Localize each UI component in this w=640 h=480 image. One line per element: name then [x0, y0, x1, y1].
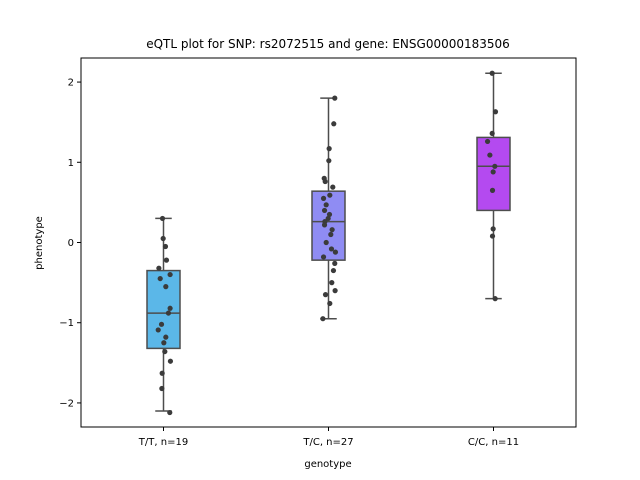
data-point: [167, 358, 174, 364]
plot-area: [146, 70, 511, 416]
data-point: [329, 280, 335, 286]
data-point: [326, 211, 333, 218]
y-tick-label: 1: [68, 158, 74, 169]
y-axis-label: phenotype: [34, 216, 45, 270]
data-point: [331, 121, 337, 127]
data-point: [322, 178, 328, 185]
data-point: [163, 334, 169, 340]
data-point: [325, 215, 331, 222]
y-tick-label: 2: [68, 78, 74, 89]
data-point: [484, 138, 491, 145]
iqr-box: [146, 269, 181, 350]
data-point: [332, 260, 338, 266]
data-point: [492, 109, 499, 115]
x-tick-label: T/C, n=27: [302, 437, 353, 448]
data-point: [165, 310, 172, 316]
strip-points: [155, 215, 174, 416]
data-point: [321, 222, 328, 228]
data-point: [323, 239, 329, 246]
box-group: [311, 97, 346, 320]
y-axis: −2 −1 0 1 2: [59, 78, 81, 409]
data-point: [162, 348, 168, 355]
data-point: [492, 163, 498, 169]
data-point: [167, 305, 173, 311]
data-point: [489, 187, 496, 193]
data-point: [492, 296, 498, 302]
data-point: [490, 226, 496, 232]
data-point: [487, 152, 493, 158]
strip-points: [320, 95, 339, 322]
data-point: [163, 284, 169, 290]
data-point: [322, 292, 329, 298]
data-point: [155, 327, 161, 333]
data-point: [320, 195, 327, 201]
chart-title: eQTL plot for SNP: rs2072515 and gene: E…: [146, 37, 510, 51]
data-point: [326, 158, 332, 164]
data-point: [159, 215, 166, 222]
data-point: [489, 70, 495, 76]
data-point: [159, 385, 165, 392]
data-point: [327, 300, 333, 307]
data-point: [320, 316, 326, 322]
data-point: [330, 184, 336, 190]
data-point: [326, 146, 332, 152]
x-tick-label: T/T, n=19: [138, 437, 188, 448]
data-point: [157, 275, 163, 282]
data-point: [156, 265, 162, 271]
x-axis: T/T, n=19 T/C, n=27 C/C, n=11: [138, 427, 519, 448]
data-point: [167, 409, 173, 416]
x-tick-label: C/C, n=11: [468, 437, 519, 448]
data-point: [163, 257, 170, 263]
y-tick-label: −1: [59, 318, 74, 329]
box-group: [146, 217, 181, 412]
data-point: [161, 340, 167, 346]
data-point: [332, 288, 338, 294]
data-point: [327, 192, 333, 198]
y-tick-label: 0: [68, 238, 74, 249]
data-point: [158, 321, 165, 327]
strip-points: [484, 70, 499, 302]
data-point: [159, 370, 165, 376]
data-point: [162, 243, 169, 250]
data-point: [332, 95, 338, 101]
data-point: [320, 254, 327, 260]
box-group: [476, 72, 511, 300]
data-point: [328, 231, 334, 238]
data-point: [332, 249, 339, 255]
data-point: [490, 169, 496, 175]
data-point: [323, 202, 329, 208]
data-point: [489, 130, 495, 137]
data-point: [329, 227, 335, 233]
y-tick-label: −2: [59, 398, 74, 409]
data-point: [167, 271, 173, 278]
data-point: [321, 207, 328, 214]
iqr-box: [311, 190, 346, 261]
data-point: [489, 233, 496, 239]
data-point: [160, 235, 166, 242]
data-point: [328, 246, 335, 252]
data-point: [330, 267, 337, 274]
x-axis-label: genotype: [304, 459, 351, 470]
